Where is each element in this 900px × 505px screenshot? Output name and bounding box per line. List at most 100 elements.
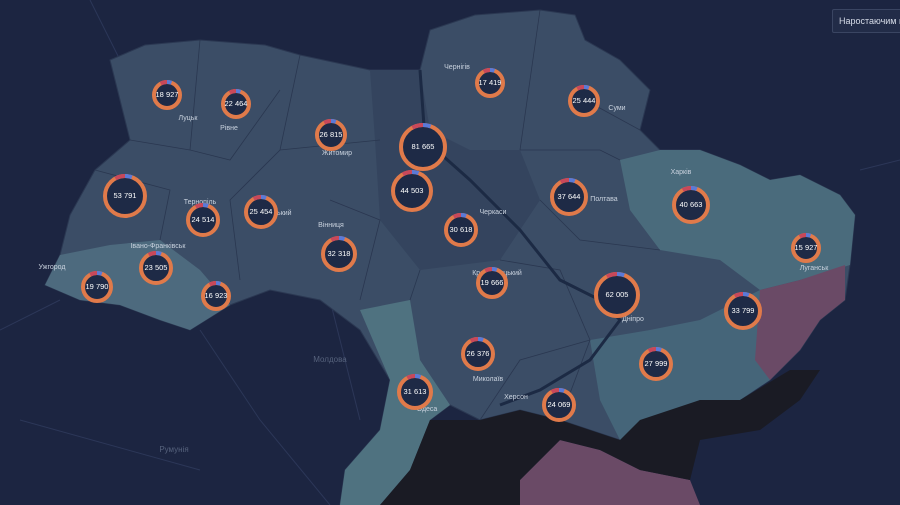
marker-value: 81 665 [412,142,435,151]
crimea [520,440,700,505]
city-label: Дніпро [622,315,644,323]
marker-segment [477,337,484,342]
labels: Чернігів Суми Луцьк Рівне Житомир Харків Терно… [39,63,830,454]
marker-value: 27 999 [645,359,668,368]
marker-segment [422,123,432,129]
marker-segment [330,236,340,242]
marker-segment [96,271,103,276]
marker-segment [260,195,267,200]
marker: 24 514 [186,203,220,237]
marker: 25 454 [244,195,278,229]
marker-segment [452,213,462,219]
marker-segment [411,123,424,130]
country-label: Молдова [313,355,347,364]
marker-segment [576,85,585,91]
marker-segment [550,388,560,394]
marker-value: 62 005 [606,290,629,299]
city-label: Полтава [590,196,618,203]
marker-value: 31 613 [404,387,427,396]
city-label: Рівне [220,124,238,132]
city-label: Херсон [504,394,528,401]
marker-segment [742,292,750,297]
marker: 40 663 [672,186,710,224]
marker-value: 37 644 [558,192,581,201]
region-south-east [590,290,770,440]
marker-value: 24 069 [548,400,571,409]
marker-segment [605,272,618,279]
marker-segment [491,267,498,272]
city-label: Чернігів [444,63,470,71]
marker: 22 464 [221,89,251,119]
marker: 44 503 [391,170,433,212]
marker-value: 53 791 [114,191,137,200]
marker-value: 26 815 [320,130,343,139]
marker-segment [338,236,346,241]
marker-segment [215,281,222,286]
marker-segment [159,80,168,86]
marker-value: 25 454 [250,207,273,216]
marker-segment [194,203,204,209]
marker-value: 23 505 [145,263,168,272]
marker-segment [208,281,217,287]
marker: 17 419 [475,68,505,98]
city-label: Луцьк [179,115,199,122]
markers: 18 927 22 464 26 815 81 665 17 419 25 444 53 7… [81,68,821,422]
marker-segment [583,85,590,90]
marker-value: 16 923 [205,291,228,300]
marker-segment [616,272,625,278]
marker: 81 665 [399,123,447,171]
city-label: Одеса [417,406,438,413]
marker-value: 40 663 [680,200,703,209]
marker: 32 318 [321,236,357,272]
city-label: Вінниця [318,221,344,229]
marker-segment [558,388,565,393]
city-label: Миколаїв [473,376,504,383]
mode-button[interactable]: Наростаючим п [832,9,900,33]
marker-value: 17 419 [479,78,502,87]
marker-segment [414,374,422,379]
marker-value: 33 799 [732,306,755,315]
marker-value: 32 318 [328,249,351,258]
marker-segment [323,119,332,125]
sea [380,370,820,505]
city-label: Харків [671,168,692,176]
city-label: Суми [608,105,625,112]
marker-segment [330,119,337,124]
marker: 24 069 [542,388,576,422]
occupied [755,265,845,380]
marker-value: 26 376 [467,349,490,358]
marker: 26 376 [461,337,495,371]
marker-segment [655,347,662,352]
country-label: Румунія [159,445,188,454]
marker-segment [235,89,242,94]
city-label: Житомир [322,150,352,157]
marker: 16 923 [201,281,231,311]
marker: 30 618 [444,213,478,247]
marker-value: 18 927 [156,90,179,99]
marker: 62 005 [594,272,640,318]
marker: 18 927 [152,80,182,110]
marker-value: 25 444 [573,96,596,105]
marker-segment [460,213,467,218]
marker-segment [568,178,576,183]
marker: 19 790 [81,271,113,303]
marker: 53 791 [103,174,147,218]
marker-segment [401,170,413,177]
city-label: Черкаси [480,209,507,216]
region-dark [370,70,540,270]
marker-segment [733,292,744,298]
marker-segment [411,170,420,176]
marker-segment [202,203,209,208]
marker-segment [155,251,162,256]
marker-value: 19 790 [86,282,109,291]
marker-segment [469,337,479,343]
marker-value: 15 927 [795,243,818,252]
city-label: Івано-Франківськ [130,242,186,250]
city-label: Ужгород [39,264,66,271]
marker-segment [228,89,237,95]
marker-segment [489,68,496,73]
marker-segment [124,174,133,180]
